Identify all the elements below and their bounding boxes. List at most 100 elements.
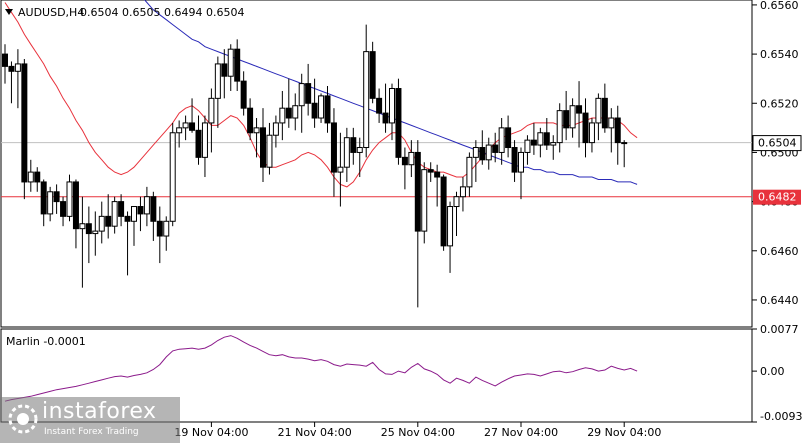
x-tick-label: 29 Nov 04:00 — [587, 426, 661, 439]
indicator-y-axis: 0.0077 0.00 -0.0093 — [752, 323, 802, 423]
candle — [98, 201, 105, 244]
candle — [537, 127, 544, 158]
candle — [550, 135, 557, 160]
candle — [505, 115, 512, 158]
candle — [201, 115, 208, 178]
candle — [434, 164, 441, 207]
bear-candle-body — [305, 83, 312, 104]
bear-candle-body — [72, 181, 79, 230]
bear-candle-body — [247, 107, 254, 134]
bull-candle-body — [266, 134, 273, 168]
bull-candle-body — [621, 142, 628, 145]
bear-candle-body — [324, 95, 331, 124]
candle — [472, 140, 479, 182]
bear-candle-body — [156, 220, 163, 237]
candle — [60, 196, 67, 227]
bear-candle-body — [124, 215, 131, 222]
fast-ma-line — [4, 2, 638, 188]
candle — [92, 211, 99, 256]
candle — [330, 108, 337, 197]
bull-candle-body — [131, 206, 137, 222]
bull-candle-body — [279, 107, 286, 124]
svg-text:0.6482: 0.6482 — [758, 191, 797, 204]
bear-candle-body — [260, 127, 266, 168]
bull-candle-body — [208, 97, 215, 124]
bull-candle-body — [201, 122, 208, 158]
bull-candle-body — [524, 139, 531, 153]
bull-candle-body — [92, 230, 99, 235]
bull-candle-body — [421, 169, 428, 232]
candle — [124, 211, 131, 276]
bear-candle-body — [150, 196, 157, 222]
candle — [324, 86, 331, 133]
candle — [2, 44, 8, 84]
marlin-line — [4, 335, 638, 402]
logo-name: instaforex — [42, 399, 157, 424]
candle — [266, 122, 273, 175]
candle — [285, 78, 292, 128]
candle — [214, 56, 221, 128]
x-tick-label: 19 Nov 04:00 — [174, 426, 248, 439]
candle — [530, 122, 537, 155]
bull-candle-body — [537, 132, 544, 146]
bull-candle-body — [169, 132, 176, 222]
bear-candle-body — [382, 112, 389, 124]
candle — [350, 127, 357, 165]
indicator-y-tick-label: -0.0093 — [760, 410, 802, 423]
bull-candle-body — [143, 196, 150, 215]
candle — [247, 98, 254, 141]
candle — [459, 177, 466, 212]
candle — [440, 174, 447, 251]
candle — [156, 206, 163, 264]
bull-candle-body — [318, 95, 325, 119]
slow-ma-line — [144, 0, 638, 185]
price-y-tick-label: 0.6460 — [760, 245, 799, 258]
current-price-badge: 0.6504 — [752, 135, 802, 152]
bull-candle-body — [608, 117, 615, 129]
chart-header: AUDUSD,H4 0.6504 0.6505 0.6494 0.6504 — [5, 6, 244, 19]
bear-candle-body — [85, 223, 92, 235]
bear-candle-body — [240, 80, 247, 109]
price-y-tick-label: 0.6540 — [760, 48, 799, 61]
bear-candle-body — [53, 191, 60, 203]
bull-candle-body — [485, 144, 492, 161]
candle — [479, 130, 486, 165]
bull-candle-body — [111, 201, 118, 227]
candle — [408, 140, 415, 178]
candle — [556, 103, 563, 153]
candle — [356, 137, 363, 178]
bull-candle-body — [163, 220, 170, 237]
candle — [221, 49, 228, 99]
candle — [40, 179, 47, 227]
candle — [621, 140, 628, 168]
bull-candle-body — [14, 63, 21, 72]
candle — [189, 98, 196, 133]
indicator-label: Marlin -0.0001 — [6, 335, 86, 348]
triangle-down-icon[interactable] — [5, 9, 13, 15]
bull-candle-body — [518, 151, 524, 173]
bear-candle-body — [563, 110, 570, 129]
bull-candle-body — [66, 181, 73, 217]
bull-candle-body — [79, 223, 86, 230]
bull-candle-body — [389, 88, 395, 124]
candle — [595, 93, 602, 141]
candle — [118, 194, 125, 227]
price-panel-frame — [0, 0, 753, 328]
bear-candle-body — [60, 201, 67, 217]
candle — [511, 140, 518, 182]
bear-candle-body — [234, 48, 241, 82]
bear-candle-body — [492, 144, 499, 153]
candle — [395, 78, 402, 165]
candle — [208, 88, 215, 153]
bull-candle-body — [47, 191, 54, 215]
candle — [563, 90, 570, 141]
candle — [137, 196, 144, 232]
bull-candle-body — [595, 97, 602, 124]
bear-candle-body — [582, 112, 589, 144]
candle — [576, 81, 583, 148]
candle — [447, 201, 454, 273]
candle — [79, 196, 86, 288]
instaforex-logo-icon — [8, 404, 38, 434]
candle — [337, 132, 344, 207]
